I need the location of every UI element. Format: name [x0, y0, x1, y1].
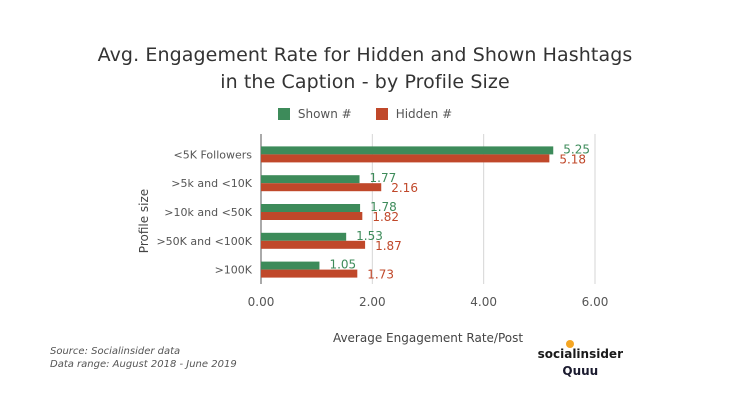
source-note: Source: Socialinsider data — [50, 346, 181, 357]
data-label-hidden: 1.73 — [367, 268, 394, 282]
chart-title-line-1: Avg. Engagement Rate for Hidden and Show… — [97, 44, 633, 66]
quuu-logo: Quuu — [562, 364, 599, 378]
y-axis-title: Profile size — [137, 189, 151, 253]
bar-shown — [261, 175, 360, 184]
y-tick-label: >10k and <50K — [164, 206, 252, 219]
logo-dot-icon — [565, 340, 574, 348]
data-label-hidden: 1.82 — [372, 210, 399, 224]
y-tick-label: >5k and <10K — [171, 177, 252, 190]
bar-shown — [261, 261, 320, 270]
y-tick-label: <5K Followers — [174, 148, 253, 161]
legend-item-shown: Shown # — [277, 107, 352, 121]
chart-title-line-2: in the Caption - by Profile Size — [220, 71, 510, 93]
legend-item-hidden: Hidden # — [375, 107, 453, 121]
x-axis-title: Average Engagement Rate/Post — [333, 331, 523, 345]
x-tick-label: 6.00 — [582, 295, 609, 309]
data-label-shown: 1.78 — [370, 200, 397, 214]
bar-hidden — [261, 154, 550, 163]
brand-logos: socialinsider Quuu — [537, 340, 623, 378]
legend-swatch-hidden — [375, 108, 388, 120]
bar-shown — [261, 204, 361, 212]
chart-legend: Shown # Hidden # — [0, 107, 730, 121]
data-label-shown: 1.05 — [329, 258, 356, 272]
data-label-hidden: 2.16 — [391, 181, 418, 195]
legend-label-shown: Shown # — [297, 107, 352, 121]
bar-shown — [261, 146, 554, 155]
bar-hidden — [261, 212, 363, 220]
bar-hidden — [261, 240, 366, 249]
data-label-shown: 1.53 — [356, 229, 383, 243]
legend-swatch-shown — [277, 108, 290, 120]
y-tick-label: >100K — [215, 264, 253, 277]
data-label-shown: 5.25 — [563, 142, 590, 156]
x-tick-label: 0.00 — [248, 295, 275, 309]
socialinsider-logo: socialinsider — [537, 340, 623, 361]
data-label-hidden: 1.87 — [375, 239, 402, 253]
x-tick-label: 4.00 — [470, 295, 497, 309]
y-tick-label: >50K and <100K — [156, 235, 252, 248]
data-range-note: Data range: August 2018 - June 2019 — [50, 359, 237, 370]
socialinsider-logo-text: socialinsider — [537, 347, 623, 361]
legend-label-hidden: Hidden # — [395, 107, 453, 121]
bar-shown — [261, 232, 347, 241]
data-label-hidden: 5.18 — [559, 152, 586, 166]
x-tick-label: 2.00 — [359, 295, 386, 309]
bar-hidden — [261, 269, 358, 278]
data-label-shown: 1.77 — [370, 171, 397, 185]
bar-hidden — [261, 183, 382, 192]
